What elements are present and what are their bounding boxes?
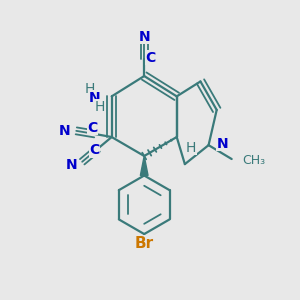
Text: H: H <box>85 82 95 96</box>
Text: Br: Br <box>135 236 154 251</box>
Text: N: N <box>66 158 78 172</box>
Text: CH₃: CH₃ <box>242 154 266 167</box>
Text: N: N <box>89 91 100 105</box>
Text: N: N <box>59 124 71 138</box>
Text: N: N <box>138 30 150 44</box>
Text: H: H <box>186 141 196 155</box>
Text: H: H <box>94 100 104 114</box>
Text: C: C <box>89 143 100 158</box>
Text: C: C <box>87 121 98 135</box>
Text: N: N <box>216 136 228 151</box>
Polygon shape <box>140 156 148 176</box>
Text: C: C <box>145 51 155 64</box>
